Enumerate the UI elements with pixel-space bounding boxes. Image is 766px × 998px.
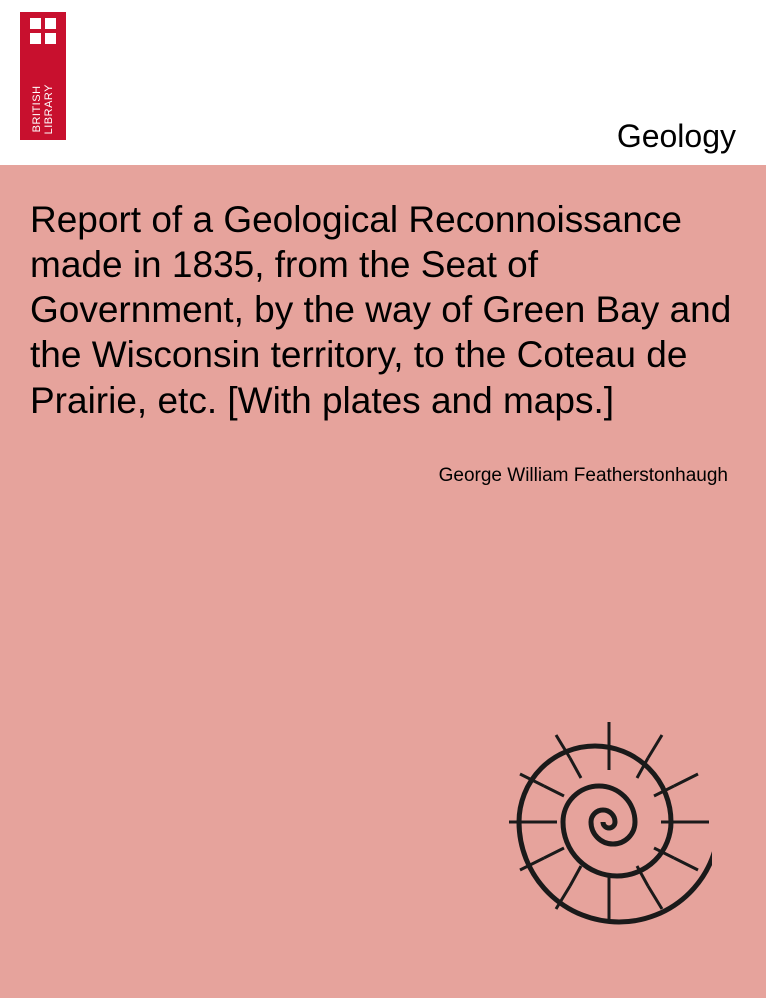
ammonite-icon (492, 712, 712, 932)
logo-mark-icon (30, 18, 56, 44)
cover-panel: Report of a Geological Reconnoissance ma… (0, 165, 766, 998)
logo-text: BRITISH LIBRARY (31, 84, 55, 134)
category-label: Geology (617, 118, 736, 155)
book-title: Report of a Geological Reconnoissance ma… (30, 197, 736, 423)
header-bar: BRITISH LIBRARY Geology (0, 0, 766, 165)
author-name: George William Featherstonhaugh (30, 465, 736, 487)
logo-line-2: LIBRARY (43, 84, 55, 134)
british-library-logo: BRITISH LIBRARY (20, 12, 66, 140)
logo-line-1: BRITISH (31, 85, 43, 132)
